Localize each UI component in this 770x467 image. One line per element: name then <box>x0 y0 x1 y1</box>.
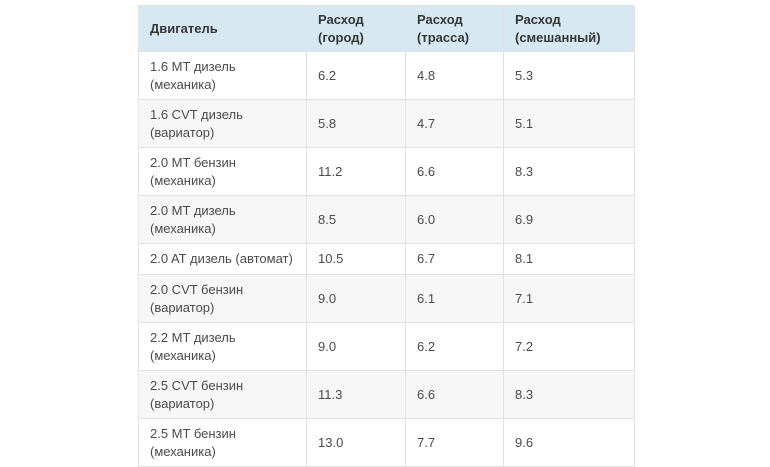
engine-cell: 2.5 CVT бензин (вариатор) <box>138 370 307 420</box>
highway-value-cell: 4.7 <box>405 99 504 149</box>
table-row: 2.0 MT дизель (механика) 8.5 6.0 6.9 <box>138 195 635 245</box>
engine-cell: 2.0 MT бензин (механика) <box>138 147 307 197</box>
mixed-value-cell: 9.6 <box>503 418 635 467</box>
highway-value-cell: 6.7 <box>405 243 504 276</box>
city-value-cell: 6.2 <box>306 51 406 101</box>
engine-cell: 2.2 MT дизель (механика) <box>138 322 307 372</box>
table-row: 1.6 CVT дизель (вариатор) 5.8 4.7 5.1 <box>138 99 635 149</box>
mixed-value-cell: 5.3 <box>503 51 635 101</box>
mixed-value-cell: 6.9 <box>503 195 635 245</box>
mixed-value-cell: 8.3 <box>503 147 635 197</box>
city-value-cell: 5.8 <box>306 99 406 149</box>
engine-cell: 1.6 MT дизель (механика) <box>138 51 307 101</box>
column-header-city: Расход (город) <box>306 4 406 53</box>
city-value-cell: 9.0 <box>306 274 406 324</box>
table-row: 2.2 MT дизель (механика) 9.0 6.2 7.2 <box>138 322 635 372</box>
header-row: Двигатель Расход (город) Расход (трасса) Ра… <box>138 4 635 53</box>
engine-cell: 1.6 CVT дизель (вариатор) <box>138 99 307 149</box>
city-value-cell: 10.5 <box>306 243 406 276</box>
highway-value-cell: 7.7 <box>405 418 504 467</box>
highway-value-cell: 6.0 <box>405 195 504 245</box>
table-row: 2.0 AT дизель (автомат) 10.5 6.7 8.1 <box>138 243 635 276</box>
table-row: 2.5 MT бензин (механика) 13.0 7.7 9.6 <box>138 418 635 467</box>
column-header-mixed: Расход (смешанный) <box>503 4 635 53</box>
table-row: 2.0 MT бензин (механика) 11.2 6.6 8.3 <box>138 147 635 197</box>
table-row: 2.0 CVT бензин (вариатор) 9.0 6.1 7.1 <box>138 274 635 324</box>
highway-value-cell: 6.1 <box>405 274 504 324</box>
city-value-cell: 11.2 <box>306 147 406 197</box>
table-body: 1.6 MT дизель (механика) 6.2 4.8 5.3 1.6 CVT… <box>138 51 635 467</box>
engine-cell: 2.5 MT бензин (механика) <box>138 418 307 467</box>
highway-value-cell: 4.8 <box>405 51 504 101</box>
mixed-value-cell: 8.3 <box>503 370 635 420</box>
city-value-cell: 8.5 <box>306 195 406 245</box>
mixed-value-cell: 7.1 <box>503 274 635 324</box>
engine-cell: 2.0 MT дизель (механика) <box>138 195 307 245</box>
engine-cell: 2.0 CVT бензин (вариатор) <box>138 274 307 324</box>
mixed-value-cell: 8.1 <box>503 243 635 276</box>
fuel-consumption-table-container: Двигатель Расход (город) Расход (трасса) Ра… <box>138 4 635 467</box>
column-header-engine: Двигатель <box>138 4 307 53</box>
table-row: 2.5 CVT бензин (вариатор) 11.3 6.6 8.3 <box>138 370 635 420</box>
mixed-value-cell: 5.1 <box>503 99 635 149</box>
city-value-cell: 13.0 <box>306 418 406 467</box>
fuel-consumption-table: Двигатель Расход (город) Расход (трасса) Ра… <box>138 4 635 467</box>
column-header-highway: Расход (трасса) <box>405 4 504 53</box>
engine-cell: 2.0 AT дизель (автомат) <box>138 243 307 276</box>
highway-value-cell: 6.2 <box>405 322 504 372</box>
highway-value-cell: 6.6 <box>405 370 504 420</box>
mixed-value-cell: 7.2 <box>503 322 635 372</box>
city-value-cell: 11.3 <box>306 370 406 420</box>
highway-value-cell: 6.6 <box>405 147 504 197</box>
table-row: 1.6 MT дизель (механика) 6.2 4.8 5.3 <box>138 51 635 101</box>
city-value-cell: 9.0 <box>306 322 406 372</box>
